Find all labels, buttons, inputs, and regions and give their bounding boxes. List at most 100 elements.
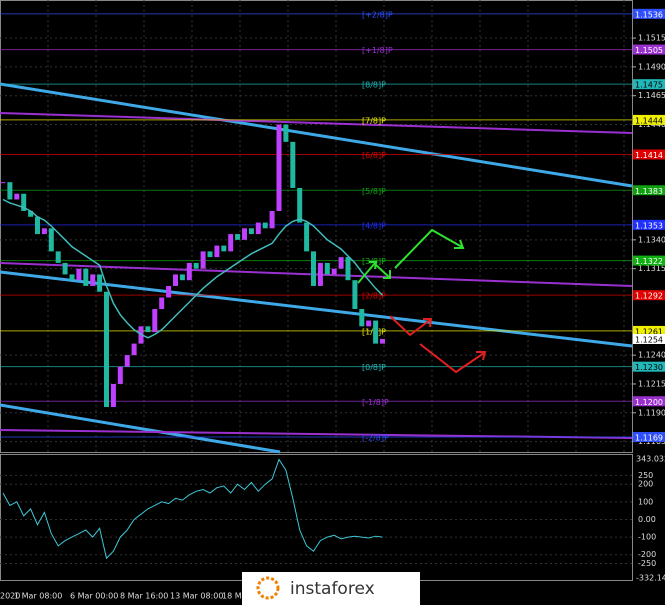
- candle: [331, 268, 337, 275]
- candle: [62, 262, 68, 275]
- candle: [228, 234, 234, 252]
- y-tick-label: 1.1240: [638, 351, 665, 360]
- y-tick-label: 1.1490: [638, 62, 665, 71]
- y-tick-label: -100: [638, 533, 656, 542]
- candle: [324, 262, 330, 275]
- candle: [283, 124, 289, 142]
- candle: [242, 228, 247, 240]
- level-price-box: [633, 44, 665, 55]
- candle: [14, 193, 20, 200]
- y-tick-label: -250: [638, 559, 656, 568]
- y-tick-label: 1.1215: [638, 379, 665, 388]
- level-price-label: 1.1169: [635, 434, 663, 443]
- level-price-label: 1.1414: [635, 151, 663, 160]
- candle: [48, 228, 54, 252]
- level-price-box: [633, 361, 665, 372]
- level-price-label: 1.1322: [635, 257, 663, 266]
- candle: [304, 222, 310, 252]
- arrow: [389, 315, 431, 337]
- last-price-label: 1.1254: [635, 336, 663, 345]
- time-label: 1 Mar 08:00: [14, 592, 62, 601]
- time-label: 8 Mar 16:00: [120, 592, 168, 601]
- candle: [35, 216, 40, 235]
- candle: [41, 228, 47, 235]
- cci-pane: [0, 454, 633, 581]
- level-label: [5/8]P: [362, 187, 386, 196]
- channel-line: [0, 403, 281, 454]
- candle: [255, 222, 261, 235]
- arrow: [394, 228, 463, 269]
- price-pane: [0, 0, 633, 453]
- candle: [193, 262, 199, 269]
- level-price-box: [633, 396, 665, 407]
- candle: [131, 343, 137, 356]
- watermark: instaforex: [290, 579, 375, 599]
- level-price-box: [633, 432, 665, 443]
- price-axis: 1.15151.14901.14651.14401.13401.13151.12…: [632, 8, 665, 583]
- candle: [248, 228, 254, 235]
- candle: [145, 326, 151, 333]
- candle: [69, 274, 75, 281]
- level-label: [0/8]P: [362, 363, 386, 372]
- y-tick-label: 1.1315: [638, 264, 665, 273]
- grid: [0, 0, 632, 565]
- candle: [338, 257, 344, 269]
- candle: [166, 285, 172, 298]
- y-tick-label: 1.1465: [638, 91, 665, 100]
- candle: [317, 262, 323, 286]
- candle: [179, 274, 185, 281]
- arrow-head: [454, 239, 465, 249]
- arrow: [419, 343, 485, 374]
- arrow-head: [369, 261, 378, 270]
- level-price-box: [633, 255, 665, 266]
- level-price-label: 1.1200: [635, 398, 663, 407]
- candle: [55, 251, 61, 263]
- channel-line: [0, 82, 633, 188]
- candle: [297, 187, 303, 223]
- y-tick-label: 100: [638, 497, 653, 506]
- candle: [366, 320, 372, 327]
- candle: [104, 291, 109, 408]
- level-price-label: 1.1475: [635, 81, 663, 90]
- candle: [221, 245, 227, 252]
- level-label: [4/8]P: [362, 221, 386, 230]
- time-label: 18 Ma: [222, 592, 247, 601]
- candle: [83, 268, 89, 286]
- level-price-box: [633, 325, 665, 336]
- candle: [28, 211, 34, 217]
- candle: [173, 274, 178, 286]
- candle: [0, 182, 6, 184]
- level-label: [6/8]P: [362, 151, 386, 160]
- level-price-label: 1.1505: [635, 46, 663, 55]
- level-price-box: [633, 290, 665, 301]
- logo-icon: [256, 576, 280, 600]
- y-tick-label: 1.1340: [638, 235, 665, 244]
- candle: [7, 182, 13, 200]
- level-label: [-2/8]P: [362, 434, 389, 443]
- level-price-label: 1.1536: [635, 10, 663, 19]
- level-price-label: 1.1353: [635, 221, 663, 230]
- level-label: [-1/8]P: [362, 398, 389, 407]
- candle: [269, 211, 275, 229]
- candle: [262, 222, 268, 229]
- level-label: [+2/8]P: [362, 10, 393, 19]
- level-label: [8/8]P: [362, 81, 386, 90]
- time-label: 6 Mar 00:00: [70, 592, 118, 601]
- level-price-box: [633, 219, 665, 230]
- time-label: 2020: [0, 592, 20, 601]
- level-price-label: 1.1261: [635, 327, 663, 336]
- candle: [21, 193, 27, 212]
- arrow-head: [423, 318, 433, 328]
- candle: [207, 251, 213, 258]
- last-price-box: [633, 334, 665, 344]
- candle: [235, 234, 241, 240]
- candle: [124, 355, 130, 367]
- level-price-box: [633, 149, 665, 160]
- y-tick-label: 200: [638, 480, 653, 489]
- candle: [290, 141, 296, 188]
- cci-line: [2, 458, 383, 560]
- level-price-label: 1.1292: [635, 292, 663, 301]
- level-label: [2/8]P: [362, 292, 386, 301]
- candle: [152, 309, 158, 333]
